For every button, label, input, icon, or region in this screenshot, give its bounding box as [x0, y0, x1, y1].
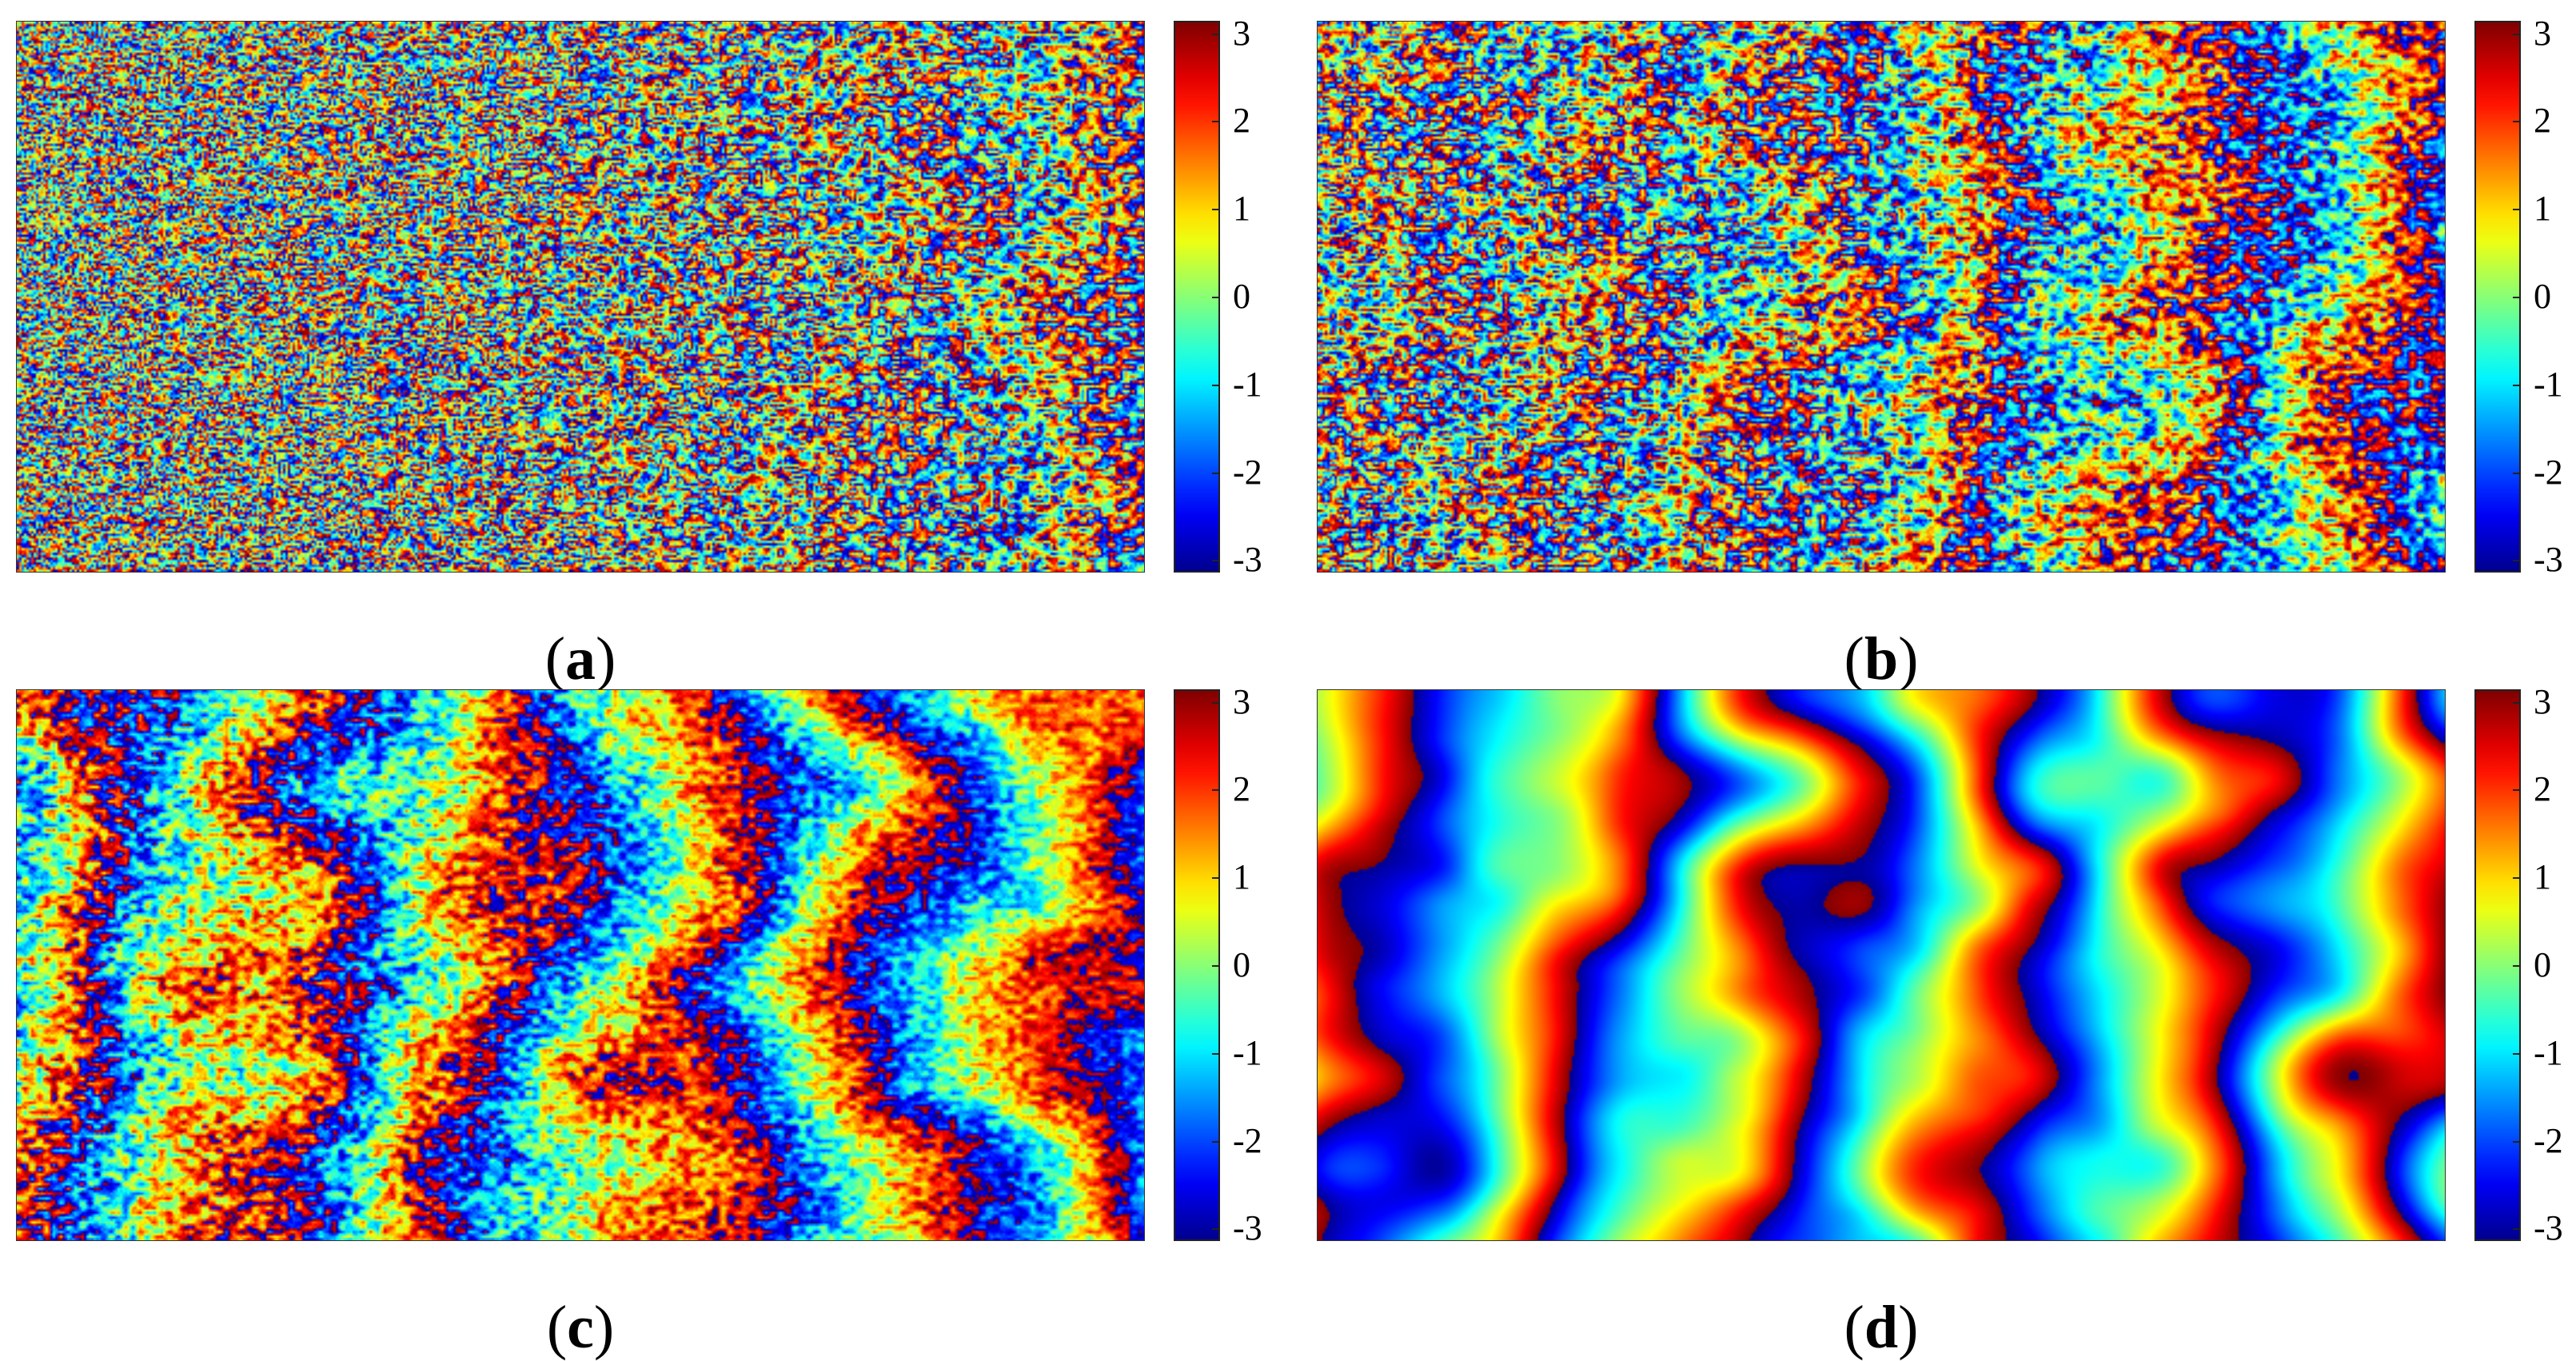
- colorbar-tick-mark: [2513, 209, 2521, 211]
- colorbar-tick-mark: [2513, 877, 2521, 880]
- panel-label-c: c: [567, 1294, 594, 1361]
- panel-label-a: a: [565, 625, 596, 692]
- colorbar-tick-mark: [2513, 1140, 2521, 1143]
- colorbar-tick-mark: [2513, 560, 2521, 562]
- colorbar-tick-mark: [1212, 472, 1220, 474]
- colorbar-tick-mark: [1212, 33, 1220, 35]
- colorbar-tick-mark: [1212, 297, 1220, 298]
- colorbar-tick-label: 3: [2534, 13, 2551, 53]
- phase-heatmap-b: [1318, 22, 2445, 572]
- colorbar-tick-mark: [2513, 1228, 2521, 1231]
- colorbar-tick-mark: [2513, 789, 2521, 792]
- colorbar-tick-mark: [1212, 384, 1220, 386]
- colorbar-tick-label: -2: [2534, 452, 2563, 492]
- colorbar-tick-mark: [1212, 1228, 1220, 1231]
- colorbar-tick-label: -2: [1233, 1120, 1262, 1160]
- colorbar-tick-label: 2: [1233, 101, 1250, 141]
- colorbar-tick-label: 3: [1233, 681, 1250, 721]
- panel-label-d: d: [1864, 1294, 1899, 1361]
- colorbar-tick-label: -3: [2534, 540, 2563, 580]
- colorbar-tick-label: 1: [2534, 189, 2551, 229]
- colorbar-tick-label: 3: [2534, 681, 2551, 721]
- colorbar-tick-label: -2: [2534, 1120, 2563, 1160]
- colorbar-tick-label: -1: [1233, 364, 1262, 404]
- colorbar-tick-mark: [1212, 701, 1220, 704]
- phase-heatmap-a: [17, 22, 1144, 572]
- phase-map-b: [1317, 21, 2446, 573]
- caption-b: (b): [1844, 625, 1919, 692]
- colorbar-tick-mark: [2513, 701, 2521, 704]
- colorbar-tick-label: 0: [1233, 945, 1250, 984]
- colorbar-tick-label: 0: [2534, 277, 2551, 316]
- phase-heatmap-d: [1318, 690, 2445, 1240]
- colorbar-tick-label: -2: [1233, 452, 1262, 492]
- phase-map-c: [16, 689, 1145, 1241]
- colorbar-tick-mark: [1212, 1140, 1220, 1143]
- caption-c: (c): [546, 1294, 615, 1361]
- phase-heatmap-c: [17, 690, 1144, 1240]
- colorbar-tick-mark: [2513, 384, 2521, 386]
- colorbar-tick-mark: [2513, 121, 2521, 123]
- colorbar-tick-label: 1: [1233, 857, 1250, 897]
- colorbar-tick-mark: [2513, 965, 2521, 967]
- colorbar-tick-label: -3: [1233, 1208, 1262, 1248]
- colorbar-tick-label: 1: [1233, 189, 1250, 229]
- panel-label-b: b: [1864, 625, 1899, 692]
- colorbar-tick-label: 2: [2534, 769, 2551, 809]
- colorbar-tick-mark: [1212, 965, 1220, 967]
- colorbar-tick-label: -1: [2534, 364, 2563, 404]
- colorbar-tick-label: 2: [2534, 101, 2551, 141]
- colorbar-tick-label: 0: [2534, 945, 2551, 984]
- phase-map-d: [1317, 689, 2446, 1241]
- caption-d: (d): [1844, 1294, 1919, 1361]
- colorbar-tick-mark: [1212, 121, 1220, 123]
- colorbar-tick-mark: [1212, 877, 1220, 880]
- colorbar-tick-mark: [2513, 472, 2521, 474]
- colorbar-tick-mark: [1212, 789, 1220, 792]
- colorbar-tick-mark: [2513, 33, 2521, 35]
- colorbar-tick-label: 1: [2534, 857, 2551, 897]
- colorbar-tick-mark: [2513, 1052, 2521, 1055]
- colorbar-tick-label: 0: [1233, 277, 1250, 316]
- colorbar-tick-label: 3: [1233, 13, 1250, 53]
- caption-a: (a): [544, 625, 616, 692]
- colorbar-tick-mark: [1212, 1052, 1220, 1055]
- colorbar-tick-label: 2: [1233, 769, 1250, 809]
- colorbar-tick-mark: [2513, 297, 2521, 298]
- colorbar-tick-label: -3: [2534, 1208, 2563, 1248]
- colorbar-tick-mark: [1212, 209, 1220, 211]
- phase-map-a: [16, 21, 1145, 573]
- colorbar-tick-label: -3: [1233, 540, 1262, 580]
- colorbar-tick-mark: [1212, 560, 1220, 562]
- colorbar-tick-label: -1: [2534, 1032, 2563, 1072]
- colorbar-tick-label: -1: [1233, 1032, 1262, 1072]
